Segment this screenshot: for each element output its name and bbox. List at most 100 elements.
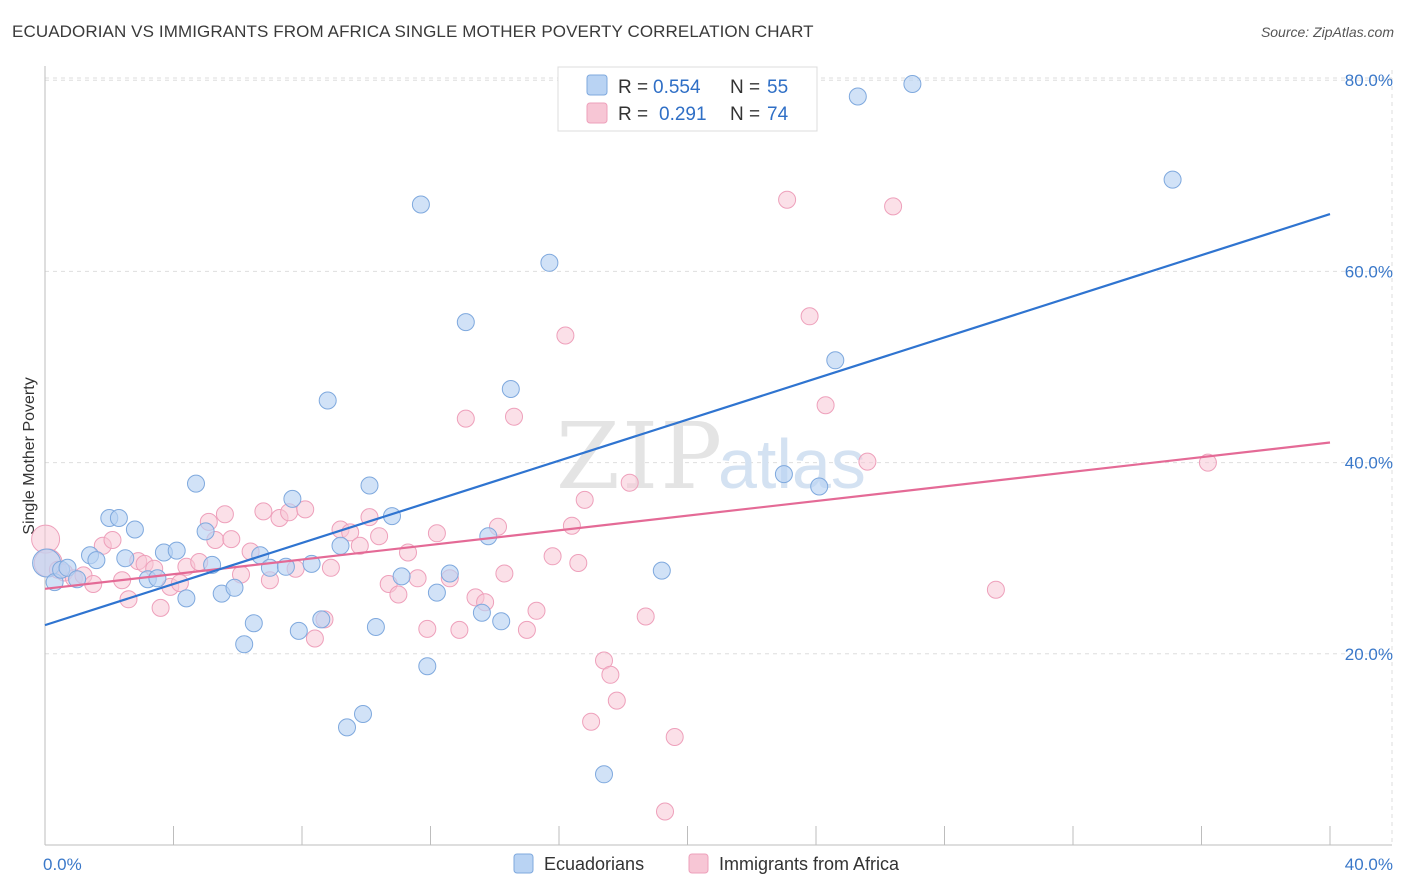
ecuadorians-point (427, 583, 446, 602)
ecuadorians-point (196, 522, 215, 541)
ecuadorians-point (366, 618, 385, 636)
ecuadorians-point (440, 564, 459, 583)
ecuadorians-point (1163, 170, 1182, 189)
chart-title: ECUADORIAN VS IMMIGRANTS FROM AFRICA SIN… (12, 22, 814, 41)
ecuadorians-point (354, 705, 372, 723)
immigrants-point (665, 728, 684, 746)
immigrants-point (620, 473, 639, 492)
y-tick-label: 80.0% (1345, 71, 1393, 90)
immigrants-point (370, 527, 389, 546)
immigrants-point (556, 326, 575, 345)
y-tick-label: 20.0% (1345, 645, 1393, 664)
x-tick-label-min: 0.0% (43, 855, 82, 874)
immigrants-point (495, 564, 514, 583)
trend-line-ecuadorians (44, 212, 1331, 627)
ecuadorians-point (125, 520, 144, 539)
chart-source: Source: ZipAtlas.com (1260, 24, 1394, 40)
legend-n-label-1: N = (730, 77, 760, 98)
y-tick-label: 60.0% (1345, 262, 1393, 281)
immigrants-point (656, 802, 674, 821)
bottom-legend: Ecuadorians Immigrants from Africa (513, 853, 900, 874)
ecuadorians-point (87, 551, 106, 570)
watermark-atlas: atlas (718, 425, 866, 503)
immigrants-point (103, 531, 122, 549)
legend-r-label-1: R = (618, 77, 648, 98)
immigrants-point (408, 569, 427, 588)
immigrants-point (562, 516, 581, 535)
ecuadorians-point (68, 570, 87, 589)
immigrants-point (321, 558, 340, 577)
legend-n-label-2: N = (730, 104, 760, 125)
ecuadorians-point (903, 75, 922, 93)
legend-r-label-2: R = (618, 104, 648, 125)
immigrants-point (296, 500, 315, 519)
immigrants-point (582, 712, 601, 731)
immigrants-point (222, 530, 241, 549)
ecuadorians-point (826, 351, 845, 370)
ecuadorians-point (338, 718, 356, 737)
immigrants-point (527, 601, 546, 620)
ecuadorians-point (331, 536, 350, 555)
ecuadorians-point (177, 589, 196, 608)
bottom-legend-swatch-blue (513, 853, 534, 874)
immigrants-point (778, 190, 797, 209)
x-tick-label-max: 40.0% (1345, 855, 1393, 874)
bottom-legend-immigrants: Immigrants from Africa (719, 854, 900, 874)
y-axis-title: Single Mother Poverty (21, 377, 38, 534)
immigrants-point (636, 607, 655, 626)
ecuadorians-point (116, 549, 135, 568)
ecuadorians-point (148, 569, 167, 588)
ecuadorians-point (411, 195, 430, 214)
bottom-legend-swatch-pink (688, 853, 709, 874)
ecuadorians-point (479, 527, 498, 546)
x-tick-labels: 0.0% 40.0% (43, 855, 1393, 874)
ecuadorians-point (418, 657, 437, 676)
legend: R = 0.554 N = 55 R = 0.291 N = 74 (557, 66, 818, 132)
axes (44, 66, 1392, 846)
legend-r-value-2: 0.291 (659, 104, 707, 125)
immigrants-point (569, 554, 588, 572)
ecuadorians-point (283, 489, 302, 508)
immigrants-point (1198, 453, 1217, 472)
legend-swatch-pink (586, 102, 608, 124)
immigrants-point (305, 629, 324, 648)
ecuadorians-point (244, 614, 263, 633)
ecuadorians-point (235, 635, 254, 654)
legend-n-value-1: 55 (767, 77, 788, 98)
ecuadorians-point (595, 765, 613, 784)
immigrants-point (389, 585, 408, 604)
immigrants-point (450, 620, 469, 639)
ecuadorians-point (360, 476, 379, 495)
immigrants-point (418, 619, 437, 638)
immigrants-point (884, 197, 903, 216)
trend-lines (44, 212, 1331, 627)
ecuadorians-point (652, 561, 671, 580)
y-tick-label: 40.0% (1345, 454, 1393, 473)
ecuadorians-point (187, 474, 205, 493)
ecuadorians-point (501, 380, 520, 398)
legend-r-value-1: 0.554 (653, 77, 701, 98)
trend-line-immigrants (44, 441, 1331, 590)
legend-n-value-2: 74 (767, 104, 789, 125)
ecuadorians-point (848, 87, 867, 106)
immigrants-point (427, 524, 446, 543)
immigrants-point (601, 665, 620, 684)
bottom-legend-ecuadorians: Ecuadorians (544, 854, 644, 874)
ecuadorians-point (167, 541, 186, 560)
immigrants-point (505, 407, 523, 426)
immigrants-point (350, 536, 369, 555)
grid-lines (45, 70, 1393, 845)
y-tick-labels: 20.0% 40.0% 60.0% 80.0% (1345, 71, 1393, 664)
ecuadorians-point (492, 612, 511, 631)
ecuadorians-point (540, 253, 559, 272)
immigrants-point (456, 409, 475, 428)
ecuadorians-point (774, 465, 793, 484)
immigrants-point (151, 598, 170, 617)
ecuadorians-point (318, 391, 337, 410)
ecuadorians-point (456, 313, 475, 332)
ecuadorians-point (225, 578, 244, 597)
immigrants-point (254, 502, 273, 521)
ecuadorians-point (109, 509, 128, 527)
ecuadorians-point (312, 610, 331, 629)
